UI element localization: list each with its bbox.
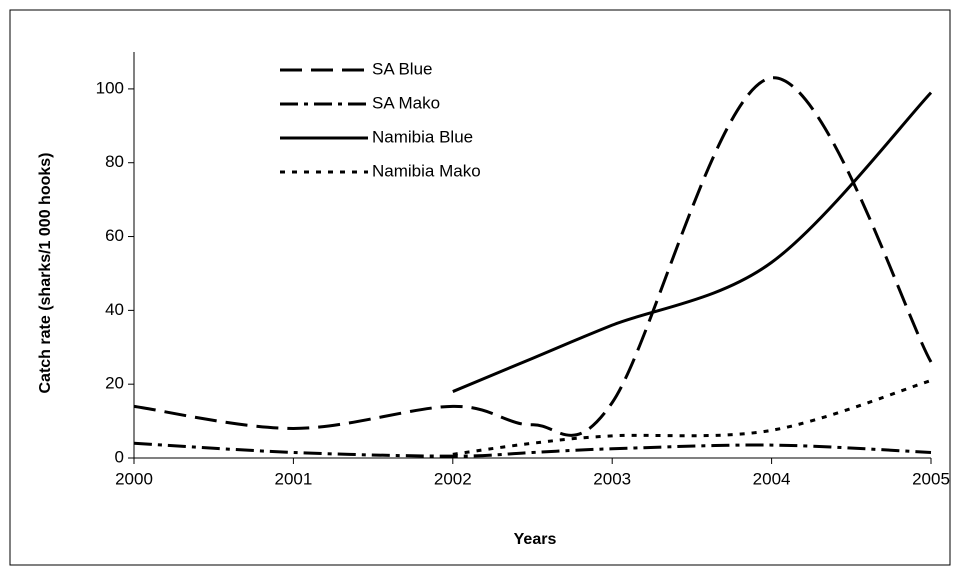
x-tick-label: 2000 xyxy=(115,469,153,488)
x-tick-label: 2001 xyxy=(274,469,312,488)
data-line xyxy=(133,76,933,437)
chart-frame xyxy=(9,9,951,566)
data-line xyxy=(133,441,932,458)
legend-label: Namibia Blue xyxy=(372,127,473,146)
legend-label: Namibia Mako xyxy=(372,161,481,180)
legend-label: SA Blue xyxy=(372,59,433,78)
y-tick-label: 80 xyxy=(105,152,124,171)
y-tick-label: 40 xyxy=(105,300,124,319)
x-tick-label: 2002 xyxy=(434,469,472,488)
y-axis-label: Catch rate (sharks/1 000 hooks) xyxy=(37,153,54,394)
legend-label: SA Mako xyxy=(372,93,440,112)
y-tick-label: 100 xyxy=(96,78,124,97)
x-tick-label: 2003 xyxy=(593,469,631,488)
x-tick-label: 2004 xyxy=(753,469,791,488)
y-tick-label: 20 xyxy=(105,374,124,393)
y-tick-label: 0 xyxy=(115,447,124,466)
data-line xyxy=(452,91,933,393)
y-tick-label: 60 xyxy=(105,226,124,245)
data-line xyxy=(452,379,932,456)
x-tick-label: 2005 xyxy=(912,469,950,488)
x-axis-label: Years xyxy=(514,531,557,548)
